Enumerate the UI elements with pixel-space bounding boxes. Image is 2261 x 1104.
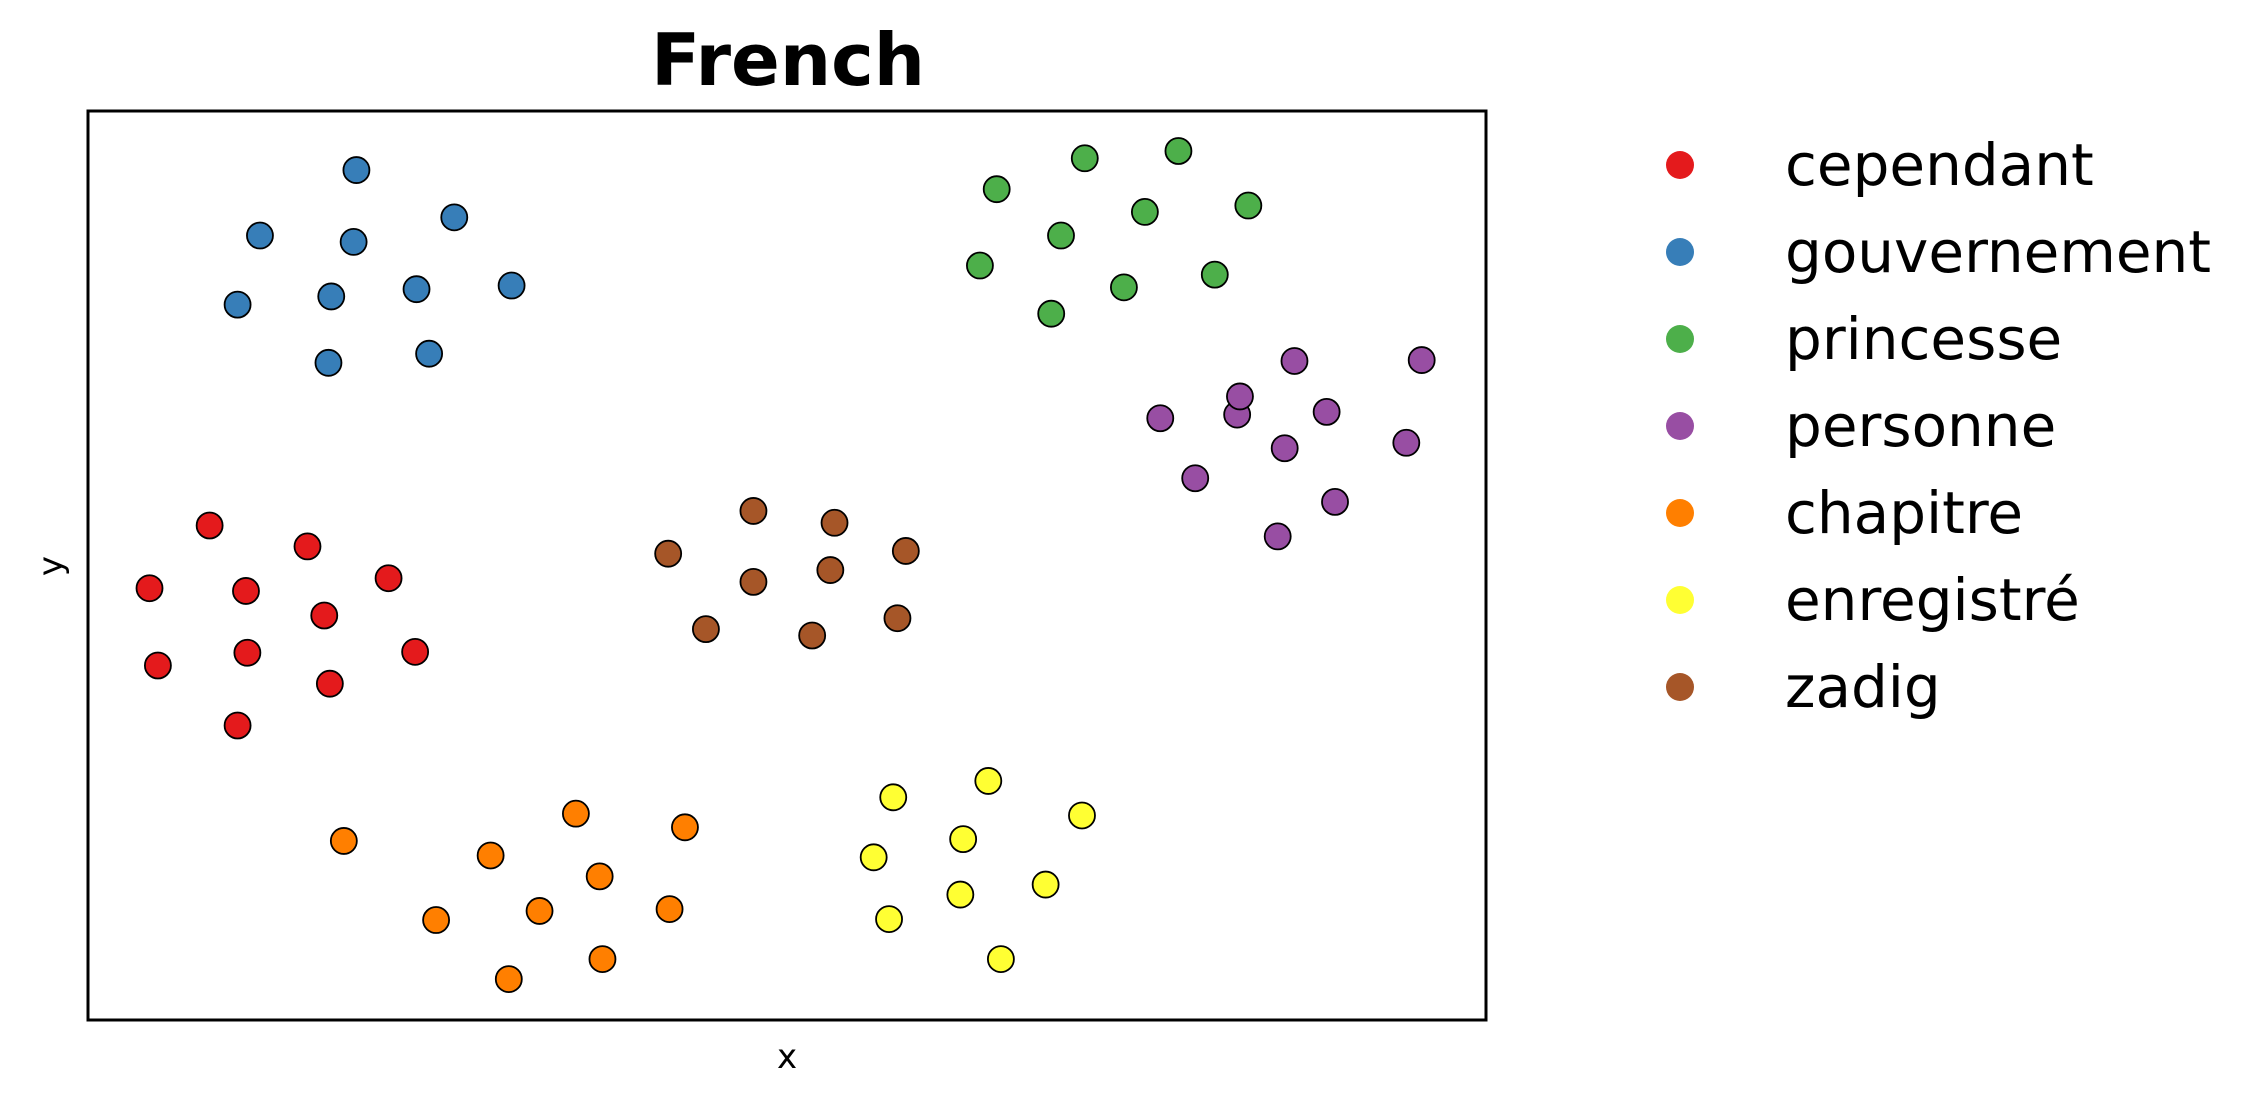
point-zadig-7 — [798, 621, 827, 650]
point-chapitre-7 — [655, 895, 684, 924]
point-cependant-7 — [233, 638, 262, 667]
point-gouvernement-1 — [246, 221, 274, 250]
point-zadig-1 — [820, 508, 849, 537]
point-gouvernement-3 — [440, 203, 469, 232]
point-princesse-7 — [1110, 273, 1138, 302]
legend-label-gouvernement: gouvernement — [1785, 218, 2211, 286]
legend-item-zadig: zadig — [1666, 653, 1941, 721]
plot-area-frame — [86, 109, 1488, 1022]
legend-marker-enregistré — [1666, 586, 1694, 614]
point-chapitre-6 — [525, 897, 554, 925]
point-personne-3 — [1226, 382, 1254, 411]
legend-label-enregistré: enregistré — [1785, 566, 2080, 634]
point-enregistré-0 — [879, 783, 908, 812]
point-chapitre-8 — [494, 965, 523, 993]
points-layer — [135, 137, 1436, 993]
legend-marker-personne — [1666, 412, 1694, 440]
point-cependant-3 — [293, 532, 322, 561]
point-gouvernement-7 — [497, 271, 526, 300]
point-gouvernement-2 — [339, 227, 368, 256]
y-axis-label: y — [31, 556, 71, 576]
point-cependant-10 — [223, 711, 252, 740]
legend-item-princesse: princesse — [1666, 305, 2062, 373]
point-personne-4 — [1312, 397, 1341, 426]
point-gouvernement-8 — [314, 348, 343, 377]
point-chapitre-5 — [422, 906, 451, 934]
legend-marker-gouvernement — [1666, 238, 1694, 266]
legend-label-zadig: zadig — [1785, 653, 1941, 721]
legend-marker-chapitre — [1666, 499, 1694, 527]
point-enregistré-6 — [875, 905, 903, 934]
point-personne-9 — [1263, 522, 1292, 551]
point-personne-8 — [1321, 487, 1349, 516]
legend-item-personne: personne — [1666, 392, 2056, 460]
point-princesse-4 — [1130, 197, 1159, 226]
x-axis-label: x — [777, 1037, 797, 1077]
point-zadig-4 — [739, 567, 768, 596]
point-enregistré-3 — [859, 843, 888, 872]
legend-label-cependant: cependant — [1785, 131, 2094, 199]
point-personne-1 — [1407, 346, 1436, 374]
legend-item-enregistré: enregistré — [1666, 566, 2080, 634]
point-enregistré-7 — [946, 880, 975, 909]
point-chapitre-2 — [671, 813, 699, 842]
point-enregistré-8 — [986, 945, 1015, 973]
point-enregistré-5 — [1031, 870, 1060, 899]
point-personne-10 — [1270, 434, 1299, 463]
point-zadig-3 — [891, 537, 920, 565]
point-gouvernement-5 — [317, 282, 346, 311]
point-zadig-0 — [739, 497, 768, 525]
legend-label-chapitre: chapitre — [1785, 479, 2023, 547]
legend-label-personne: personne — [1785, 392, 2056, 460]
point-cependant-0 — [195, 511, 224, 540]
point-personne-0 — [1280, 347, 1309, 375]
legend-item-gouvernement: gouvernement — [1666, 218, 2211, 286]
point-princesse-3 — [1047, 221, 1075, 250]
point-chapitre-3 — [476, 841, 505, 870]
point-enregistré-4 — [949, 825, 978, 854]
point-princesse-2 — [1164, 137, 1193, 165]
point-cependant-6 — [143, 651, 172, 680]
point-princesse-9 — [1037, 299, 1066, 328]
point-chapitre-9 — [588, 945, 617, 973]
legend-item-chapitre: chapitre — [1666, 479, 2023, 547]
point-zadig-2 — [654, 539, 683, 568]
point-chapitre-0 — [329, 827, 358, 855]
point-princesse-1 — [1070, 144, 1099, 173]
legend-marker-princesse — [1666, 325, 1694, 353]
point-chapitre-4 — [585, 862, 614, 891]
point-gouvernement-0 — [342, 156, 371, 184]
point-princesse-0 — [982, 175, 1011, 204]
legend: cependant gouvernement princesse personne ch… — [1666, 131, 2211, 721]
point-zadig-6 — [692, 615, 720, 644]
point-personne-6 — [1146, 404, 1175, 433]
legend-marker-zadig — [1666, 673, 1694, 701]
point-enregistré-2 — [1068, 801, 1096, 830]
point-gouvernement-9 — [415, 339, 444, 368]
point-cependant-4 — [374, 564, 403, 593]
point-princesse-5 — [1234, 191, 1263, 220]
point-gouvernement-6 — [402, 275, 431, 304]
point-chapitre-1 — [562, 799, 590, 828]
point-enregistré-1 — [974, 767, 1003, 795]
legend-label-princesse: princesse — [1785, 305, 2062, 373]
point-cependant-8 — [315, 669, 344, 698]
chart-title: French — [651, 18, 925, 102]
point-zadig-5 — [816, 556, 845, 584]
point-cependant-2 — [232, 577, 260, 605]
point-cependant-5 — [310, 601, 339, 630]
point-zadig-8 — [883, 604, 912, 633]
point-princesse-6 — [966, 251, 994, 280]
point-cependant-9 — [401, 637, 430, 666]
point-cependant-1 — [135, 574, 164, 603]
point-gouvernement-4 — [223, 290, 252, 319]
legend-item-cependant: cependant — [1666, 131, 2094, 199]
legend-marker-cependant — [1666, 151, 1694, 179]
point-princesse-8 — [1200, 260, 1229, 289]
point-personne-5 — [1392, 428, 1421, 457]
point-personne-7 — [1181, 464, 1210, 493]
